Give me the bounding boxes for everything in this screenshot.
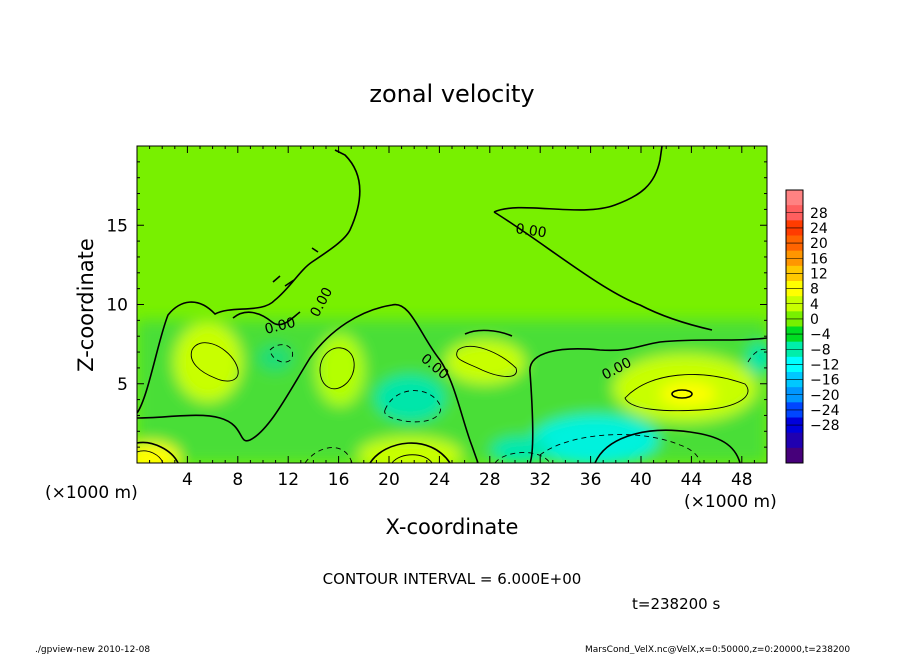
colorbar-tick-label: −4: [810, 327, 831, 343]
contour-line: [137, 303, 479, 463]
contour-line: [493, 211, 713, 331]
contour-line: [539, 434, 701, 463]
x-tick-label: 8: [232, 470, 243, 490]
x-unit-label-right: (×1000 m): [684, 492, 777, 512]
thin-contours: [137, 342, 749, 463]
positive-cell: [358, 437, 462, 463]
colorbar-tick-label: −20: [810, 388, 840, 404]
contour-line: [269, 344, 294, 363]
colorbar-tick-label: −28: [810, 418, 840, 434]
colorbar-tick-label: 0: [810, 312, 819, 328]
x-axis-label: X-coordinate: [386, 515, 519, 539]
contour-line: [671, 389, 693, 399]
colorbar-swatch: [786, 447, 803, 464]
contour-line: [456, 345, 517, 377]
contour-interval-note: CONTOUR INTERVAL = 6.000E+00: [323, 570, 582, 588]
contour-line: [304, 447, 353, 463]
positive-cell: [316, 334, 364, 406]
contour-line: [464, 329, 513, 337]
colorbar-tick-label: 16: [810, 251, 828, 267]
contour-line: [384, 390, 441, 423]
negative-contours: [269, 344, 767, 463]
colorbar-swatch: [786, 432, 803, 449]
contour-line: [529, 337, 767, 463]
contour-line: [137, 149, 361, 414]
contour-line: [272, 247, 319, 287]
colorbar-tick-label: 20: [810, 236, 828, 252]
x-tick-label: 28: [479, 470, 501, 490]
x-tick-label: 24: [429, 470, 451, 490]
negative-cell: [490, 436, 550, 463]
contour-line: [624, 374, 749, 412]
positive-core: [660, 382, 716, 406]
field-layer: [137, 146, 767, 463]
contour-line: [594, 429, 741, 463]
time-label: t=238200 s: [632, 595, 720, 613]
colorbar-tick-label: −8: [810, 342, 831, 358]
x-unit-label-left: (×1000 m): [45, 483, 138, 503]
colorbar-swatch: [786, 190, 803, 206]
x-tick-label: 32: [529, 470, 551, 490]
x-tick-label: 12: [277, 470, 299, 490]
contour-label: 0.00: [514, 221, 547, 241]
colorbar-tick-label: 4: [810, 297, 819, 313]
y-axis-label: Z-coordinate: [74, 238, 98, 372]
contour-line: [494, 452, 551, 463]
contour-line: [319, 347, 355, 390]
y-tick-label: 15: [106, 216, 128, 236]
contour-line: [369, 442, 451, 463]
x-tick-label: 20: [378, 470, 400, 490]
y-tick-label: 5: [117, 375, 128, 395]
negative-cell: [746, 342, 767, 374]
positive-cell: [174, 322, 242, 402]
x-tick-label: 16: [328, 470, 350, 490]
contour-line: [391, 454, 433, 463]
colorbar-tick-label: 24: [810, 221, 828, 237]
contour-line: [493, 146, 663, 213]
negative-cell: [257, 344, 293, 372]
negative-cell: [531, 414, 659, 463]
colorbar-tick-label: −16: [810, 373, 840, 389]
contour-label: 0.00: [263, 315, 297, 338]
contour-line: [232, 311, 301, 326]
colorbar-tick-label: −24: [810, 403, 840, 419]
colorbar-tick-label: 8: [810, 282, 819, 298]
contour-line: [137, 441, 179, 463]
x-tick-label: 48: [731, 470, 753, 490]
x-tick-label: 44: [681, 470, 703, 490]
footer-right-text: MarsCond_VelX.nc@VelX,x=0:50000,z=0:2000…: [585, 645, 850, 654]
x-tick-label: 40: [630, 470, 652, 490]
x-tick-label: 36: [580, 470, 602, 490]
contour-line: [747, 348, 767, 363]
x-tick-label: 4: [182, 470, 193, 490]
colorbar-tick-label: −12: [810, 357, 840, 373]
contour-line: [190, 342, 239, 382]
positive-cell: [137, 442, 180, 463]
x-axis: 4 8 12 16 20 24 28 32 36 40 44 48: [136, 146, 768, 490]
negative-cell: [374, 374, 446, 422]
footer-left-text: ./gpview-new 2010-12-08: [35, 645, 150, 654]
chart-title: zonal velocity: [369, 80, 534, 108]
y-axis: 5 10 15: [106, 145, 767, 464]
zero-contours: [137, 146, 767, 463]
colorbar-tick-label: 12: [810, 266, 828, 282]
colorbar-frame: [785, 189, 804, 464]
colorbar-tick-label: 28: [810, 206, 828, 222]
y-tick-label: 10: [106, 296, 128, 316]
positive-cell: [445, 340, 525, 384]
